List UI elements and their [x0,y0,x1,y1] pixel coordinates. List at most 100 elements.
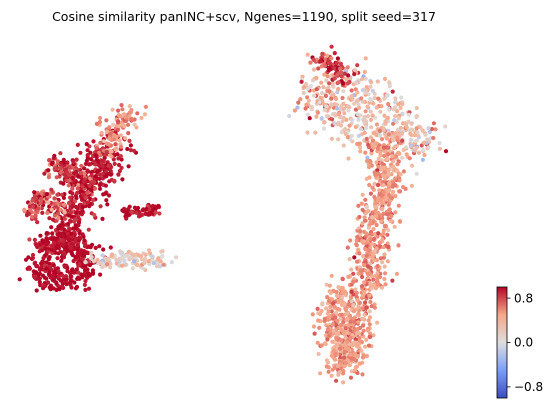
scatter-point [75,186,80,191]
scatter-point [353,124,358,130]
scatter-point [333,315,338,320]
scatter-point [50,250,55,256]
scatter-point [64,178,69,183]
scatter-point [347,76,353,81]
scatter-point [61,202,67,207]
scatter-point [380,161,385,167]
scatter-point [72,280,77,285]
scatter-point [321,126,327,131]
scatter-point [77,276,82,281]
scatter-point [333,352,338,357]
scatter-point [431,135,436,141]
scatter-point [93,245,98,250]
scatter-point [318,95,323,100]
scatter-point [385,212,391,217]
scatter-point [117,114,122,119]
scatter-point [329,297,334,302]
scatter-point [116,123,121,128]
scatter-point [104,169,109,174]
scatter-point [356,203,361,208]
scatter-point [397,219,402,224]
scatter-point [426,126,431,131]
scatter-point [352,72,357,77]
scatter-point [336,112,341,117]
scatter-point [406,119,411,124]
scatter-point [78,235,83,240]
scatter-point [82,282,87,287]
scatter-point [370,138,376,143]
scatter-point [156,203,161,209]
scatter-point [304,81,309,87]
scatter-point [79,250,84,255]
scatter-point [365,155,370,160]
scatter-point [83,161,88,166]
scatter-point [381,231,386,236]
scatter-point [107,171,112,176]
scatter-point [355,354,361,359]
scatter-point [354,99,359,104]
scatter-point [31,269,36,274]
scatter-point [124,210,129,216]
scatter-point [94,158,100,163]
scatter-point [81,192,86,197]
scatter-point [307,116,312,121]
scatter-point [55,211,61,216]
scatter-point [389,213,394,218]
scatter-point [443,149,449,154]
scatter-point [46,257,52,262]
scatter-point [356,271,361,276]
scatter-point [135,111,140,116]
scatter-point [116,172,121,177]
scatter-point [391,164,396,169]
scatter-point [128,148,133,153]
scatter-point [353,107,359,112]
scatter-point [370,250,375,255]
scatter-point [38,242,43,247]
scatter-point [75,251,80,256]
scatter-point [391,183,396,188]
scatter-point [373,208,378,213]
scatter-point [408,131,413,136]
scatter-point [122,206,127,211]
scatter-point [33,260,38,265]
scatter-point [349,299,354,304]
scatter-point [364,354,369,359]
scatter-point [384,93,389,98]
scatter-point [73,286,79,291]
scatter-point [319,90,325,96]
scatter-point [326,365,331,370]
scatter-point [95,169,100,174]
scatter-point [142,260,147,266]
scatter-point [358,268,364,273]
scatter-point [370,88,375,93]
scatter-point [48,283,54,288]
scatter-point [378,150,383,155]
scatter-point [377,133,383,138]
scatter-point [306,98,311,103]
scatter-point [156,256,161,261]
scatter-point [68,195,73,200]
scatter-point [69,268,74,273]
scatter-point [135,205,141,211]
scatter-point [34,288,39,293]
scatter-point [394,143,399,149]
scatter-point [386,228,391,233]
scatter-point [347,257,352,262]
scatter-point [141,251,146,256]
scatter-point [378,256,383,261]
scatter-point [360,323,366,328]
scatter-point [49,247,54,252]
scatter-point [89,169,95,174]
scatter-point [414,126,419,131]
scatter-point [341,290,346,296]
scatter-point [375,146,380,151]
scatter-point [372,305,377,310]
scatter-point [97,244,102,249]
scatter-point [81,179,87,184]
scatter-point [119,165,124,170]
scatter-point [82,268,88,273]
scatter-point [381,183,386,188]
scatter-point [383,223,388,229]
scatter-point [122,124,127,129]
scatter-point [35,190,40,195]
